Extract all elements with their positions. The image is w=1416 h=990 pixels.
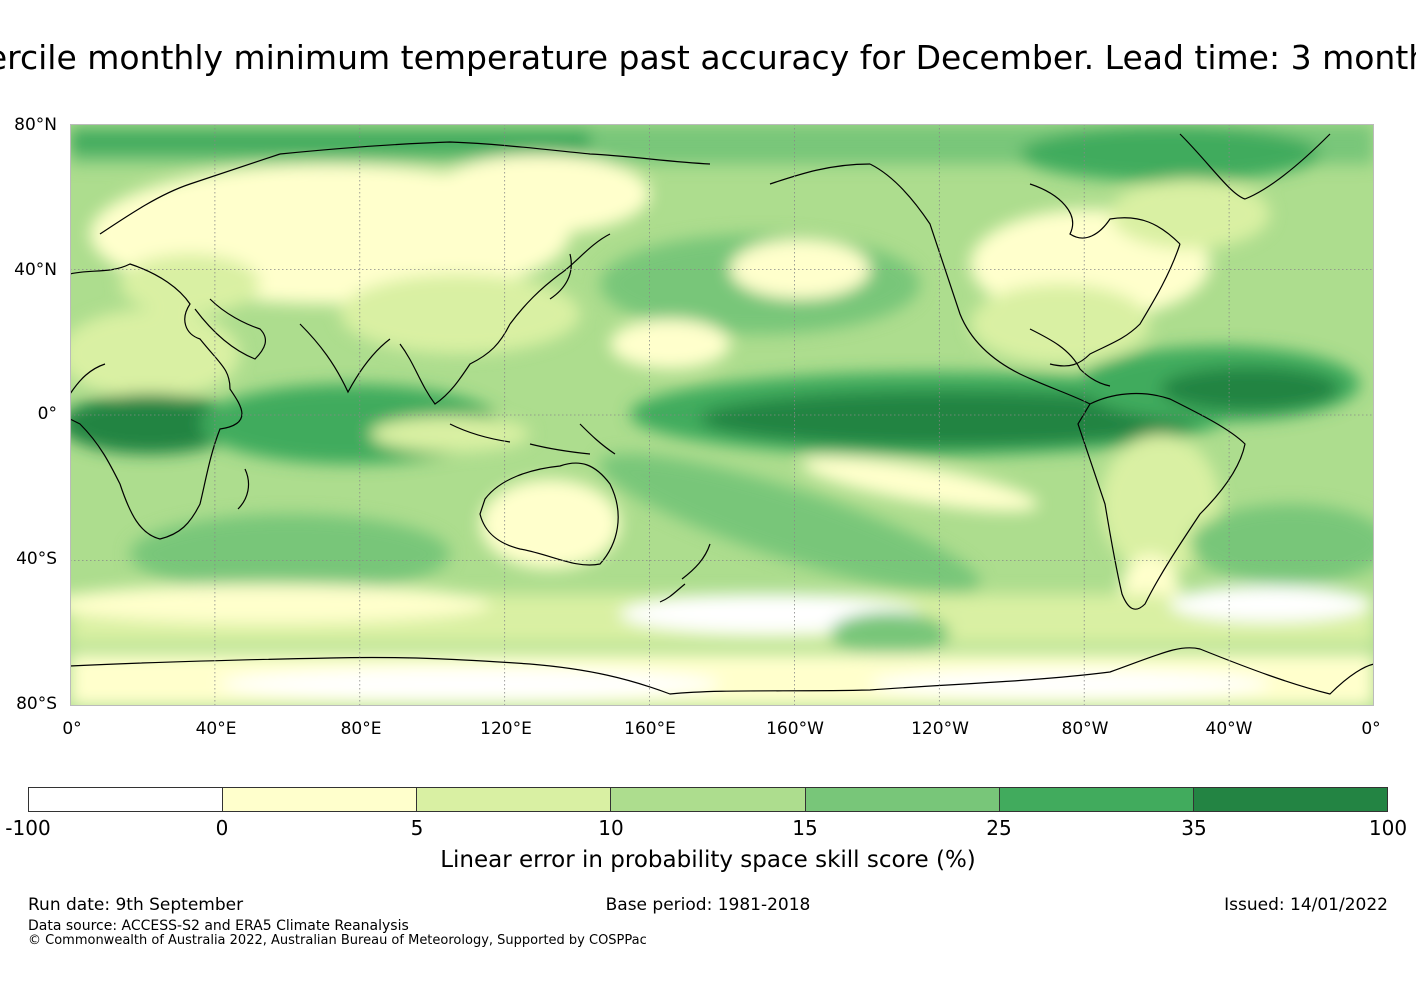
lon-tick-label: 120°E — [480, 719, 532, 739]
skill-score-map — [70, 124, 1374, 706]
map-title: ercile monthly minimum temperature past … — [0, 38, 1416, 77]
lon-tick-label: 160°E — [624, 719, 676, 739]
lon-tick-label: 40°W — [1205, 719, 1253, 739]
colorbar-segment — [611, 788, 806, 811]
colorbar-tick-label: 25 — [986, 816, 1012, 840]
lat-tick-label: 40°S — [16, 549, 57, 569]
lat-tick-label: 80°N — [14, 115, 57, 135]
colorbar-segment — [223, 788, 418, 811]
lon-tick-label: 160°W — [766, 719, 824, 739]
lon-tick-label: 0° — [62, 719, 82, 739]
run-date: Run date: 9th September — [28, 895, 244, 915]
map-frame — [70, 124, 1374, 706]
gridlines — [70, 124, 1374, 706]
lon-tick-label: 0° — [1361, 719, 1381, 739]
colorbar-segment — [29, 788, 224, 811]
colorbar-segment — [1193, 788, 1387, 811]
data-source: Data source: ACCESS-S2 and ERA5 Climate … — [28, 918, 409, 934]
colorbar-segment — [417, 788, 612, 811]
colorbar-tick-label: 15 — [792, 816, 818, 840]
lon-tick-label: 80°E — [340, 719, 382, 739]
issued-date: Issued: 14/01/2022 — [1224, 895, 1388, 915]
lon-tick-label: 120°W — [911, 719, 969, 739]
colorbar-tick-label: 35 — [1181, 816, 1207, 840]
base-period: Base period: 1981-2018 — [605, 895, 811, 915]
colorbar-tick-label: 100 — [1368, 816, 1408, 840]
map-canvas — [70, 124, 1374, 706]
lon-tick-label: 80°W — [1061, 719, 1109, 739]
lat-tick-label: 40°N — [14, 260, 57, 280]
colorbar-segment — [805, 788, 1000, 811]
lat-tick-label: 80°S — [16, 694, 57, 714]
colorbar-tick-label: 0 — [215, 816, 229, 840]
lat-tick-label: 0° — [37, 404, 57, 424]
colorbar-title: Linear error in probability space skill … — [440, 847, 976, 873]
skill-field-blobs — [70, 124, 1374, 706]
colorbar-tick-label: -100 — [5, 816, 51, 840]
colorbar — [28, 787, 1388, 812]
colorbar-segment — [999, 788, 1194, 811]
colorbar-tick-label: 5 — [410, 816, 424, 840]
copyright-notice: © Commonwealth of Australia 2022, Austra… — [28, 933, 647, 948]
coastlines — [70, 133, 1374, 695]
lon-tick-label: 40°E — [195, 719, 237, 739]
colorbar-tick-label: 10 — [598, 816, 624, 840]
